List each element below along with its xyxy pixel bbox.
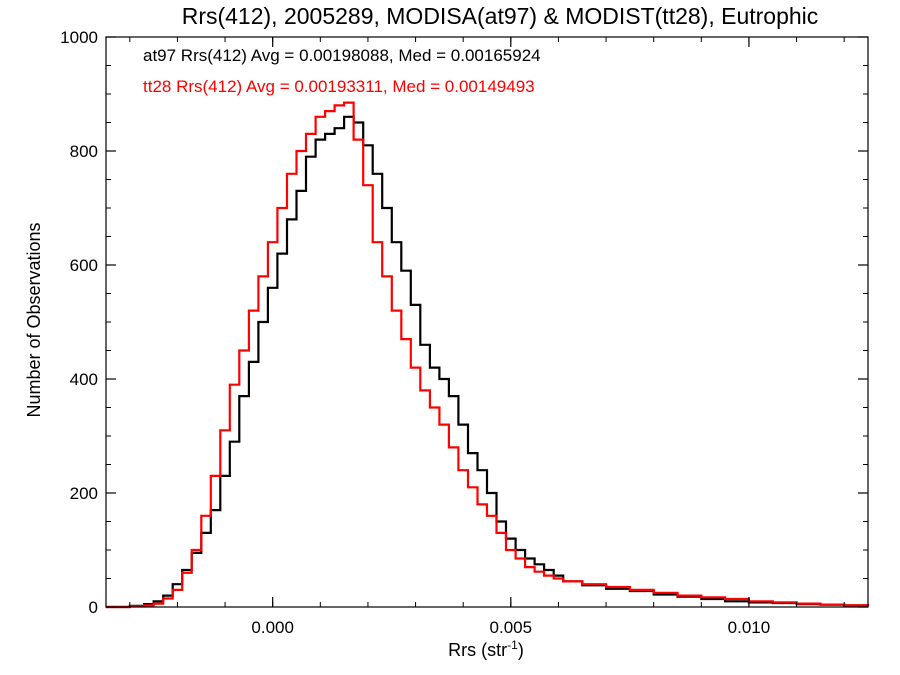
x-axis-label-superscript: -1 <box>507 638 518 652</box>
series-layer <box>106 101 870 609</box>
series-line-1 <box>106 101 870 609</box>
annotation-tt28: tt28 Rrs(412) Avg = 0.00193311, Med = 0.… <box>143 77 535 96</box>
x-axis: 0.000 0.005 0.010 <box>129 37 845 637</box>
y-tick-label: 0 <box>89 598 98 617</box>
y-tick-label: 800 <box>70 142 98 161</box>
y-tick-label: 600 <box>70 256 98 275</box>
plot-frame <box>105 36 869 608</box>
y-axis-label: Number of Observations <box>24 222 44 417</box>
annotation-at97: at97 Rrs(412) Avg = 0.00198088, Med = 0.… <box>143 46 541 65</box>
x-tick-label: 0.005 <box>490 618 533 637</box>
chart-title: Rrs(412), 2005289, MODISA(at97) & MODIST… <box>182 3 819 29</box>
y-tick-label: 1000 <box>60 28 98 47</box>
x-axis-label-close: ) <box>518 640 524 660</box>
y-axis: 0 200 400 600 800 1000 <box>60 28 868 617</box>
y-tick-label: 200 <box>70 484 98 503</box>
x-tick-label: 0.000 <box>251 618 294 637</box>
series-line-0 <box>106 115 870 609</box>
x-axis-label: Rrs (str-1) <box>448 638 524 660</box>
x-axis-label-main: Rrs (str <box>448 640 507 660</box>
y-tick-label: 400 <box>70 370 98 389</box>
x-tick-label: 0.010 <box>728 618 771 637</box>
